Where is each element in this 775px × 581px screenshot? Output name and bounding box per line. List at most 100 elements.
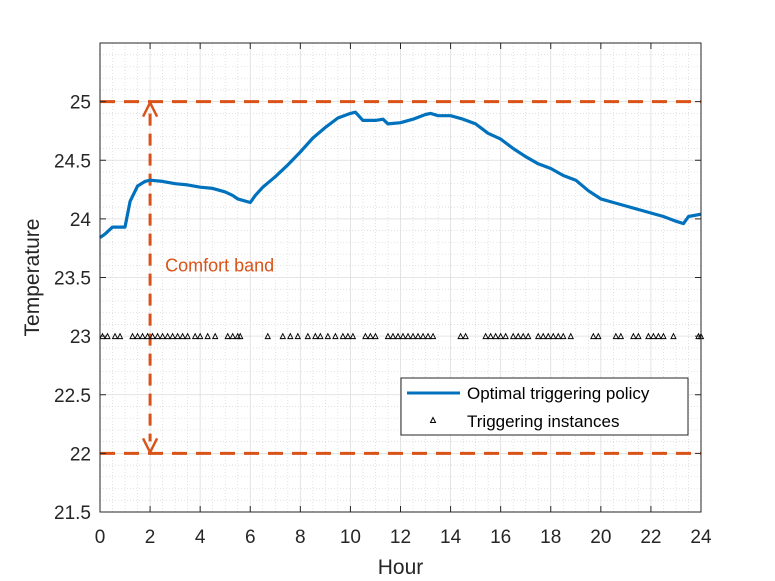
trigger-marker [540,332,547,340]
trigger-marker [211,332,219,340]
comfort-band [100,99,701,456]
trigger-marker [384,332,392,340]
legend-entry-triggers: Triggering instances [467,412,619,431]
trigger-marker [367,332,374,340]
trigger-marker [560,332,567,340]
trigger-marker [399,332,407,340]
trigger-marker [519,332,527,340]
trigger-marker [229,332,236,340]
trigger-marker [514,332,522,340]
x-tick-label: 18 [540,527,561,548]
x-tick-label: 6 [245,527,256,548]
trigger-marker [279,332,287,340]
trigger-marker [149,332,156,340]
trigger-marker [224,332,231,340]
plot-series [99,110,705,340]
trigger-marker [159,332,166,340]
trigger-marker [645,332,652,340]
axis-ticks: 0 2 4 6 8 10 12 14 16 18 20 22 2421.52222.52323.5242… [54,43,712,548]
trigger-marker [550,332,557,340]
trigger-marker [164,332,171,340]
trigger-marker [492,332,499,340]
y-tick-label: 23.5 [54,269,91,290]
trigger-marker [404,332,412,340]
trigger-marker [635,332,642,340]
trigger-marker [545,332,552,340]
trigger-marker [324,332,332,340]
trigger-marker [482,332,489,340]
y-tick-label: 22.5 [54,386,91,407]
trigger-marker [567,332,575,340]
x-tick-label: 14 [440,527,462,548]
policy-line [99,110,702,239]
trigger-marker [154,332,161,340]
legend-entry-policy: Optimal triggering policy [467,384,650,403]
trigger-marker [196,332,204,340]
trigger-marker [191,332,199,340]
x-tick-label: 16 [490,527,511,548]
trigger-marker [630,332,637,340]
y-tick-label: 21.5 [54,503,91,524]
x-axis-label: Hour [378,556,424,579]
trigger-marker [304,332,312,340]
legend: Optimal triggering policy Triggering ins… [400,377,689,436]
trigger-marker [509,332,517,340]
trigger-marker [394,332,402,340]
legend-box [400,377,689,436]
x-tick-label: 2 [145,527,156,548]
trigger-marker [612,332,620,340]
trigger-marker [287,332,294,340]
trigger-marker [655,332,662,340]
trigger-marker [264,332,272,340]
trigger-marker [555,332,562,340]
trigger-marker [590,332,597,340]
trigger-marker [462,332,469,340]
trigger-marker [617,332,625,340]
trigger-marker [339,332,347,340]
x-tick-label: 8 [295,527,306,548]
x-tick-label: 12 [390,527,411,548]
trigger-marker [670,332,677,340]
x-tick-label: 20 [590,527,611,548]
trigger-marker [414,332,422,340]
y-tick-label: 22 [70,444,91,465]
trigger-marker [344,332,352,340]
trigger-marker [104,332,111,340]
trigger-marker [179,332,186,340]
trigger-marker [660,332,667,340]
trigger-marker [294,332,302,340]
trigger-marker [372,332,379,340]
trigger-marker [134,332,141,340]
trigger-marker [129,332,136,340]
trigger-marker [535,332,542,340]
trigger-marker [312,332,319,340]
trigger-marker [144,332,151,340]
trigger-marker [487,332,494,340]
x-tick-label: 24 [690,527,712,548]
trigger-marker [349,332,357,340]
x-tick-label: 22 [640,527,661,548]
comfort-arrow-head-down [141,437,159,456]
y-tick-label: 23 [70,327,91,348]
trigger-marker [204,332,211,340]
grid [99,42,702,513]
trigger-marker [237,332,244,340]
comfort-arrow-head-up [141,99,159,118]
comfort-band-label: Comfort band [165,256,274,276]
trigger-marker [362,332,369,340]
trigger-marker [139,332,146,340]
trigger-marker [457,332,464,340]
x-tick-label: 10 [340,527,361,548]
trigger-marker [169,332,176,340]
y-tick-label: 24.5 [54,151,91,172]
legend-triangle-swatch [429,416,437,423]
trigger-marker [174,332,181,340]
trigger-marker [332,332,339,340]
trigger-marker [524,332,532,340]
trigger-marker [317,332,324,340]
trigger-marker [409,332,417,340]
trigger-marker [502,332,509,340]
x-tick-label: 4 [195,527,206,548]
trigger-marker [184,332,191,340]
